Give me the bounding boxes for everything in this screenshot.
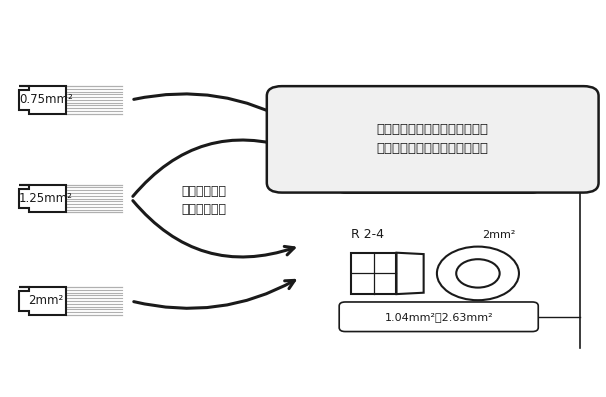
Circle shape [435,114,507,161]
Polygon shape [19,185,66,212]
Text: 0.75mm²: 0.75mm² [19,93,73,106]
Circle shape [437,247,519,300]
FancyBboxPatch shape [339,164,538,193]
Polygon shape [19,287,66,315]
Text: 一般の圧着端子には使用できる
電線サイズの範囲があります。: 一般の圧着端子には使用できる 電線サイズの範囲があります。 [377,123,488,155]
FancyBboxPatch shape [359,119,399,156]
Circle shape [456,259,500,287]
FancyBboxPatch shape [339,302,538,331]
Polygon shape [396,253,424,294]
FancyBboxPatch shape [267,86,599,193]
Text: どちらの端子
でも使えます: どちらの端子 でも使えます [181,185,226,216]
Text: R 1.25-4: R 1.25-4 [359,95,413,108]
Text: 1.25mm²: 1.25mm² [464,97,514,107]
Text: 1.04mm²〜2.63mm²: 1.04mm²〜2.63mm² [384,312,493,322]
Polygon shape [19,86,66,114]
Text: 2mm²: 2mm² [482,230,515,240]
FancyBboxPatch shape [351,253,396,294]
Text: 1.25mm²: 1.25mm² [19,192,73,205]
Text: 2mm²: 2mm² [28,295,63,308]
Polygon shape [399,119,423,156]
Text: 0.25mm²〜1.65mm²: 0.25mm²〜1.65mm² [384,173,493,183]
Circle shape [452,125,490,150]
Text: R 2-4: R 2-4 [351,228,384,241]
